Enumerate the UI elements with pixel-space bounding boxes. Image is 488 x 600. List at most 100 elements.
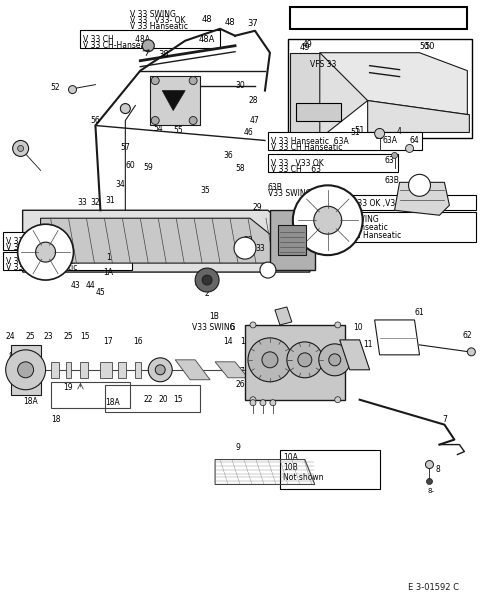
Circle shape — [68, 86, 77, 94]
Circle shape — [329, 354, 341, 366]
Text: 1A: 1A — [103, 268, 113, 277]
Text: 53: 53 — [161, 104, 170, 113]
Polygon shape — [340, 340, 369, 370]
Text: 24: 24 — [6, 332, 16, 341]
Bar — [51, 362, 59, 378]
Text: 20: 20 — [14, 377, 23, 386]
Circle shape — [260, 262, 276, 278]
Text: 36: 36 — [223, 151, 233, 160]
Bar — [280, 449, 380, 490]
Circle shape — [18, 224, 74, 280]
Circle shape — [468, 348, 475, 356]
Circle shape — [426, 461, 433, 469]
Text: 3: 3 — [269, 266, 274, 275]
Text: 58: 58 — [235, 164, 245, 173]
Circle shape — [195, 268, 219, 292]
Text: 27: 27 — [235, 367, 245, 376]
Text: 9: 9 — [236, 443, 241, 452]
Text: 43: 43 — [71, 281, 81, 290]
Text: 33: 33 — [78, 198, 87, 207]
Text: V33 CH Hanseatic: V33 CH Hanseatic — [318, 230, 401, 239]
Bar — [290, 7, 468, 29]
Circle shape — [408, 175, 430, 196]
Text: 14: 14 — [223, 337, 233, 346]
Text: V 33 Hanseatic  1A: V 33 Hanseatic 1A — [6, 257, 79, 266]
Circle shape — [151, 77, 159, 85]
Polygon shape — [11, 345, 41, 395]
Text: VFS 33: VFS 33 — [310, 60, 336, 69]
Text: V 33 , V33- OK: V 33 , V33- OK — [130, 16, 186, 25]
Circle shape — [13, 140, 29, 157]
Text: 23: 23 — [44, 332, 53, 341]
Text: 4: 4 — [271, 251, 276, 260]
Circle shape — [6, 350, 45, 390]
Polygon shape — [41, 218, 290, 263]
Text: 50: 50 — [424, 42, 435, 51]
Text: V 33 CH Hanseatic: V 33 CH Hanseatic — [6, 263, 77, 272]
Text: 35: 35 — [200, 186, 210, 195]
Text: 63B: 63B — [384, 176, 399, 185]
Polygon shape — [395, 182, 449, 215]
Text: 21: 21 — [34, 377, 43, 386]
Circle shape — [121, 104, 130, 113]
Text: 1: 1 — [106, 253, 111, 262]
Bar — [135, 362, 142, 378]
Text: 32: 32 — [91, 198, 100, 207]
Circle shape — [148, 358, 172, 382]
Text: 17: 17 — [103, 337, 113, 346]
Text: 49: 49 — [300, 43, 310, 52]
Text: 28: 28 — [248, 96, 258, 105]
Circle shape — [335, 397, 341, 403]
Circle shape — [18, 145, 23, 151]
Text: 10B: 10B — [283, 463, 298, 472]
Text: 1B: 1B — [209, 313, 219, 322]
Circle shape — [248, 338, 292, 382]
Text: 63: 63 — [385, 156, 394, 165]
Text: 65: 65 — [375, 132, 385, 141]
Text: 54: 54 — [153, 124, 163, 133]
Text: 10A: 10A — [283, 453, 298, 462]
Text: 57: 57 — [121, 143, 130, 152]
Circle shape — [36, 242, 56, 262]
Text: 59: 59 — [143, 163, 153, 172]
Text: 63A: 63A — [382, 136, 397, 145]
Text: VFS 33: VFS 33 — [310, 56, 339, 65]
Bar — [119, 362, 126, 378]
Text: V 33 , V33 OK: V 33 , V33 OK — [6, 236, 59, 245]
Bar — [65, 362, 72, 378]
Text: 15: 15 — [81, 332, 90, 341]
Text: 13: 13 — [240, 337, 250, 346]
Text: 2: 2 — [205, 289, 209, 298]
Circle shape — [234, 237, 256, 259]
Circle shape — [262, 352, 278, 368]
Text: 4: 4 — [397, 127, 402, 136]
Text: 44: 44 — [85, 281, 95, 290]
Text: 48A: 48A — [199, 35, 215, 44]
Bar — [278, 225, 306, 255]
Text: V 33 CH       1: V 33 CH 1 — [6, 242, 58, 251]
Text: 8: 8 — [8, 352, 13, 361]
Polygon shape — [162, 91, 185, 110]
Text: 22: 22 — [143, 395, 153, 404]
Text: 52: 52 — [51, 83, 61, 92]
Text: V33 SWING: V33 SWING — [192, 323, 236, 332]
Text: V 33 CH         48A: V 33 CH 48A — [83, 35, 150, 44]
Circle shape — [18, 362, 34, 378]
Text: V 33 Hanseatic: V 33 Hanseatic — [130, 22, 188, 31]
Text: V33 SWING: V33 SWING — [268, 189, 311, 198]
Bar — [296, 103, 341, 121]
Circle shape — [155, 365, 165, 375]
Text: 25: 25 — [26, 332, 36, 341]
Text: V 33 CH Hanseatic: V 33 CH Hanseatic — [271, 143, 342, 152]
Text: 55: 55 — [173, 126, 183, 135]
Bar — [81, 362, 88, 378]
Text: 51: 51 — [350, 128, 360, 137]
Polygon shape — [320, 53, 469, 139]
Circle shape — [189, 116, 197, 125]
Text: 5A   V33 SWING: 5A V33 SWING — [318, 215, 379, 224]
Text: 34: 34 — [116, 180, 125, 189]
Circle shape — [151, 116, 159, 125]
Text: 47: 47 — [250, 116, 260, 125]
Polygon shape — [275, 307, 292, 325]
Circle shape — [375, 128, 385, 139]
